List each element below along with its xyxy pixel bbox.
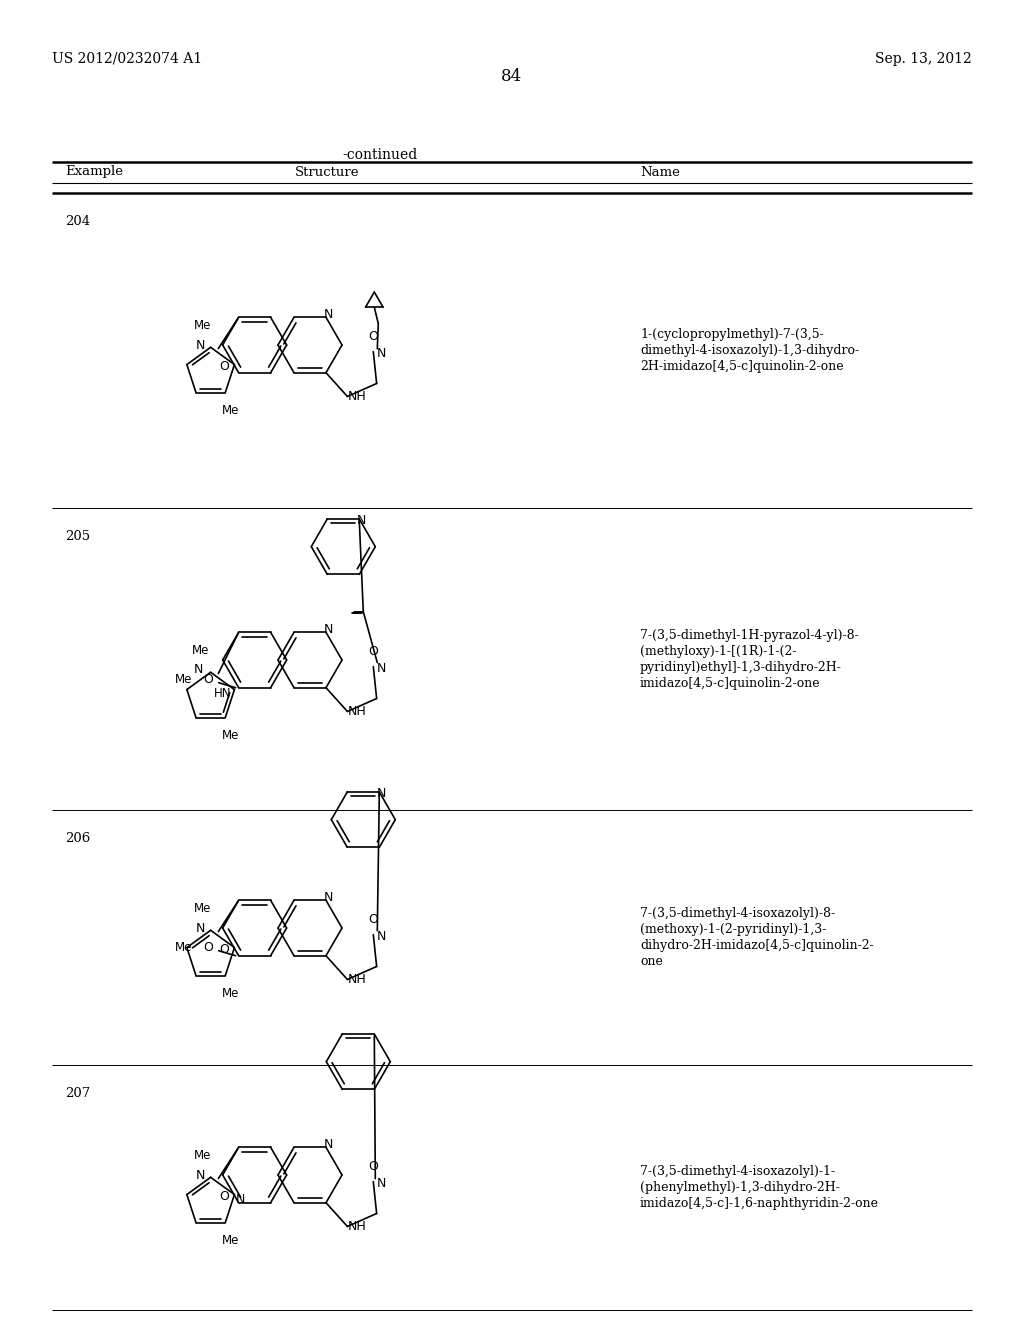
Text: N: N bbox=[196, 921, 206, 935]
Text: imidazo[4,5-c]quinolin-2-one: imidazo[4,5-c]quinolin-2-one bbox=[640, 676, 820, 689]
Text: Me: Me bbox=[194, 902, 211, 915]
Text: 84: 84 bbox=[502, 69, 522, 84]
Text: Me: Me bbox=[175, 673, 193, 686]
Text: N: N bbox=[377, 1177, 386, 1191]
Text: NH: NH bbox=[348, 389, 367, 403]
Text: dihydro-2H-imidazo[4,5-c]quinolin-2-: dihydro-2H-imidazo[4,5-c]quinolin-2- bbox=[640, 939, 873, 952]
Text: O: O bbox=[219, 942, 229, 956]
Text: N: N bbox=[324, 308, 333, 321]
Text: NH: NH bbox=[348, 973, 367, 986]
Text: N: N bbox=[196, 339, 206, 352]
Text: N: N bbox=[324, 1138, 333, 1151]
Text: 204: 204 bbox=[65, 215, 90, 228]
Text: N: N bbox=[356, 515, 366, 528]
Text: US 2012/0232074 A1: US 2012/0232074 A1 bbox=[52, 51, 202, 66]
Text: 206: 206 bbox=[65, 832, 90, 845]
Text: NH: NH bbox=[348, 1220, 367, 1233]
Text: Me: Me bbox=[221, 404, 239, 417]
Text: Example: Example bbox=[65, 165, 123, 178]
Text: O: O bbox=[369, 645, 379, 657]
Text: O: O bbox=[219, 360, 229, 374]
Text: 207: 207 bbox=[65, 1086, 90, 1100]
Text: O: O bbox=[369, 913, 379, 925]
Text: O: O bbox=[369, 330, 379, 343]
Text: Me: Me bbox=[175, 941, 193, 954]
Text: N: N bbox=[377, 931, 386, 944]
Text: 2H-imidazo[4,5-c]quinolin-2-one: 2H-imidazo[4,5-c]quinolin-2-one bbox=[640, 360, 844, 374]
Text: N: N bbox=[194, 663, 204, 676]
Text: dimethyl-4-isoxazolyl)-1,3-dihydro-: dimethyl-4-isoxazolyl)-1,3-dihydro- bbox=[640, 345, 859, 356]
Text: 7-(3,5-dimethyl-4-isoxazolyl)-1-: 7-(3,5-dimethyl-4-isoxazolyl)-1- bbox=[640, 1166, 836, 1177]
Text: pyridinyl)ethyl]-1,3-dihydro-2H-: pyridinyl)ethyl]-1,3-dihydro-2H- bbox=[640, 660, 842, 673]
Text: 7-(3,5-dimethyl-4-isoxazolyl)-8-: 7-(3,5-dimethyl-4-isoxazolyl)-8- bbox=[640, 907, 836, 920]
Text: one: one bbox=[640, 954, 663, 968]
Text: N: N bbox=[324, 623, 333, 636]
Text: Sep. 13, 2012: Sep. 13, 2012 bbox=[876, 51, 972, 66]
Text: 205: 205 bbox=[65, 531, 90, 543]
Text: -continued: -continued bbox=[342, 148, 418, 162]
Text: N: N bbox=[236, 1193, 246, 1206]
Text: Structure: Structure bbox=[295, 165, 359, 178]
Text: O: O bbox=[204, 941, 214, 954]
Text: Me: Me bbox=[194, 1148, 211, 1162]
Text: O: O bbox=[219, 1191, 229, 1203]
Text: Me: Me bbox=[194, 319, 211, 331]
Text: O: O bbox=[369, 1160, 379, 1173]
Text: Me: Me bbox=[221, 987, 239, 1001]
Text: N: N bbox=[377, 663, 386, 675]
Text: 1-(cyclopropylmethyl)-7-(3,5-: 1-(cyclopropylmethyl)-7-(3,5- bbox=[640, 327, 823, 341]
Text: HN: HN bbox=[214, 688, 231, 700]
Text: Name: Name bbox=[640, 165, 680, 178]
Text: (methoxy)-1-(2-pyridinyl)-1,3-: (methoxy)-1-(2-pyridinyl)-1,3- bbox=[640, 923, 826, 936]
Text: N: N bbox=[196, 1168, 206, 1181]
Text: O: O bbox=[204, 673, 214, 686]
Text: N: N bbox=[324, 891, 333, 904]
Text: N: N bbox=[377, 347, 386, 360]
Text: Me: Me bbox=[221, 1234, 239, 1247]
Text: (methyloxy)-1-[(1R)-1-(2-: (methyloxy)-1-[(1R)-1-(2- bbox=[640, 644, 797, 657]
Text: NH: NH bbox=[348, 705, 367, 718]
Text: N: N bbox=[377, 788, 386, 800]
Text: imidazo[4,5-c]-1,6-naphthyridin-2-one: imidazo[4,5-c]-1,6-naphthyridin-2-one bbox=[640, 1197, 879, 1210]
Text: Me: Me bbox=[221, 729, 239, 742]
Text: 7-(3,5-dimethyl-1H-pyrazol-4-yl)-8-: 7-(3,5-dimethyl-1H-pyrazol-4-yl)-8- bbox=[640, 628, 859, 642]
Text: (phenylmethyl)-1,3-dihydro-2H-: (phenylmethyl)-1,3-dihydro-2H- bbox=[640, 1181, 840, 1195]
Text: Me: Me bbox=[191, 644, 209, 657]
